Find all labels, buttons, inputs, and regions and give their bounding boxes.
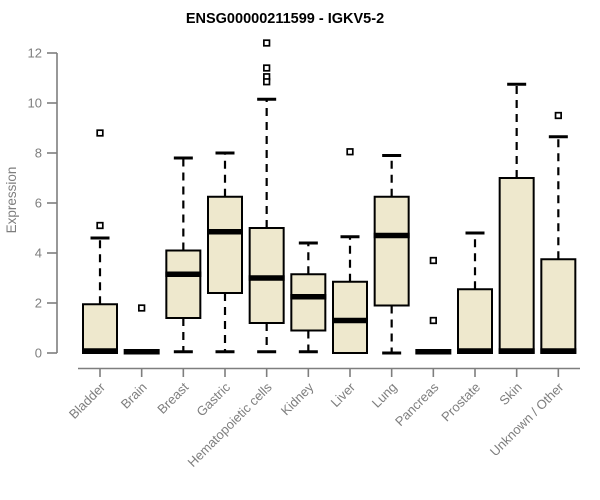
box-pancreas	[415, 256, 452, 355]
y-tick-label: 10	[28, 96, 42, 111]
boxes-group	[82, 39, 577, 355]
box-kidney	[290, 241, 327, 354]
x-tick-label-lung: Lung	[369, 380, 400, 411]
box-unknown-other	[540, 111, 577, 354]
box-rect	[498, 177, 535, 354]
y-tick-label: 12	[28, 46, 42, 61]
box-bladder	[82, 129, 118, 354]
x-tick-label-unknown-other: Unknown / Other	[487, 379, 567, 459]
outlier-marker	[429, 316, 437, 325]
x-tick-label-bladder: Bladder	[66, 379, 109, 422]
box-rect	[207, 195, 243, 294]
box-gastric	[207, 151, 243, 354]
x-tick-label-kidney: Kidney	[278, 379, 317, 418]
outlier-marker	[263, 64, 271, 72]
outlier-marker	[263, 39, 271, 47]
box-liver	[332, 148, 368, 354]
x-tick-label-gastric: Gastric	[193, 379, 233, 419]
box-rect	[82, 303, 118, 354]
box-skin	[498, 82, 535, 354]
box-rect	[540, 258, 577, 354]
chart-title: ENSG00000211599 - IGKV5-2	[186, 11, 384, 27]
box-rect	[457, 288, 493, 354]
x-tick-label-skin: Skin	[496, 380, 524, 408]
x-tick-label-liver: Liver	[328, 379, 359, 410]
box-rect	[165, 249, 202, 319]
box-breast	[165, 156, 202, 354]
x-tick-label-breast: Breast	[154, 379, 191, 416]
x-tick-label-prostate: Prostate	[438, 380, 483, 425]
x-tick-label-pancreas: Pancreas	[392, 379, 442, 429]
y-tick-label: 4	[35, 246, 42, 261]
box-hematopoietic-cells	[248, 39, 285, 354]
outlier-marker	[96, 221, 104, 230]
box-prostate	[457, 231, 493, 354]
box-rect	[332, 280, 368, 354]
outlier-marker	[554, 111, 562, 120]
y-axis: 0 2 4 6 8 10 12	[28, 46, 58, 361]
box-rect	[290, 273, 327, 332]
y-tick-label: 6	[35, 196, 42, 211]
outlier-marker	[138, 304, 146, 312]
outlier-marker	[346, 148, 354, 156]
outlier-marker	[96, 129, 104, 137]
outlier-marker	[263, 78, 271, 86]
y-tick-label: 2	[35, 296, 42, 311]
y-tick-label: 8	[35, 146, 42, 161]
x-tick-label-brain: Brain	[118, 380, 150, 412]
box-rect	[373, 195, 410, 307]
box-brain	[123, 304, 160, 355]
outlier-marker	[429, 256, 437, 265]
box-lung	[373, 154, 410, 355]
y-axis-label: Expression	[4, 167, 19, 234]
y-tick-label: 0	[35, 346, 42, 361]
